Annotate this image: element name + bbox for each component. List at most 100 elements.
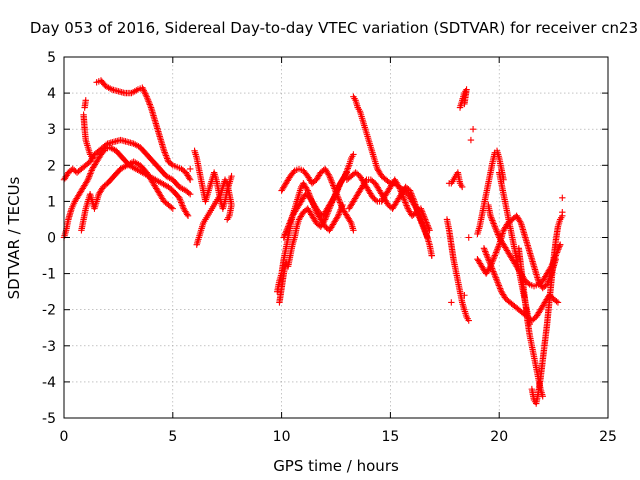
data-point xyxy=(492,249,500,256)
data-point xyxy=(553,298,560,305)
data-point xyxy=(539,393,546,400)
x-tick-label: 10 xyxy=(273,429,291,445)
data-point xyxy=(417,218,425,226)
data-point xyxy=(288,215,295,223)
data-point xyxy=(490,220,497,227)
data-point xyxy=(303,185,311,193)
y-tick-label: 1 xyxy=(47,194,56,210)
data-point xyxy=(424,234,431,241)
data-point xyxy=(410,196,417,204)
data-point xyxy=(493,247,500,255)
data-point xyxy=(492,250,499,258)
data-point xyxy=(495,232,502,240)
data-point xyxy=(495,280,502,288)
data-point xyxy=(146,101,153,108)
data-point xyxy=(418,206,425,214)
data-point xyxy=(336,199,344,206)
data-point xyxy=(281,232,288,240)
data-point xyxy=(419,221,426,229)
data-point xyxy=(417,205,425,212)
data-point xyxy=(491,221,498,229)
data-point xyxy=(163,153,170,161)
data-point xyxy=(492,226,500,233)
data-point xyxy=(415,212,422,220)
data-point xyxy=(489,217,496,224)
data-point xyxy=(176,194,183,201)
data-point xyxy=(516,218,524,225)
data-point xyxy=(325,171,332,178)
data-point xyxy=(89,154,96,162)
data-point xyxy=(400,196,408,203)
data-point xyxy=(395,182,402,189)
data-point xyxy=(408,190,415,197)
x-tick-label: 25 xyxy=(599,429,617,445)
data-point xyxy=(342,169,350,177)
data-point xyxy=(334,214,341,221)
data-point xyxy=(422,231,430,238)
data-point xyxy=(395,183,403,191)
data-point xyxy=(140,87,147,94)
data-point xyxy=(160,147,168,155)
data-point xyxy=(83,177,91,185)
data-point xyxy=(492,225,499,232)
data-point xyxy=(142,90,149,97)
data-point xyxy=(330,182,337,189)
axis-ticks: 0 5 10 15 20 25 -5 -4 -3 -2 -1 0 1 2 3 4 5 xyxy=(42,50,617,445)
data-point xyxy=(497,286,504,294)
data-point xyxy=(495,243,502,250)
data-point xyxy=(283,228,290,235)
data-point xyxy=(488,215,495,223)
grid xyxy=(64,57,608,418)
data-point xyxy=(187,165,194,173)
data-point xyxy=(186,175,193,182)
data-point xyxy=(494,231,502,238)
data-point xyxy=(554,299,562,306)
data-point xyxy=(403,203,411,211)
data-point xyxy=(329,180,336,188)
data-point xyxy=(147,102,154,110)
data-point xyxy=(141,88,148,96)
data-point xyxy=(86,171,94,179)
data-points xyxy=(60,77,566,407)
data-point xyxy=(494,246,501,253)
data-point xyxy=(483,252,491,260)
data-point xyxy=(350,227,357,234)
data-point xyxy=(327,176,334,183)
data-point xyxy=(332,190,340,198)
data-point xyxy=(335,184,342,192)
x-tick-label: 0 xyxy=(60,429,69,445)
data-point xyxy=(342,171,349,178)
data-point xyxy=(335,183,343,190)
data-point xyxy=(420,211,427,219)
data-point xyxy=(304,187,311,194)
data-point xyxy=(343,168,350,175)
data-point xyxy=(286,220,293,227)
data-point xyxy=(418,208,426,215)
data-point xyxy=(282,229,289,237)
data-point xyxy=(177,199,185,206)
data-point xyxy=(139,85,147,93)
data-point xyxy=(168,204,175,211)
data-point xyxy=(403,202,410,209)
y-tick-label: -5 xyxy=(42,411,56,427)
data-point xyxy=(176,196,184,203)
data-point xyxy=(290,168,297,176)
data-point xyxy=(143,93,150,100)
data-point xyxy=(338,203,346,211)
data-point xyxy=(88,167,95,174)
data-point xyxy=(559,194,566,201)
data-point xyxy=(336,209,343,216)
data-point xyxy=(485,255,492,263)
data-point xyxy=(402,200,410,208)
y-tick-label: -3 xyxy=(42,339,56,355)
data-point xyxy=(344,165,352,172)
data-point xyxy=(179,203,187,211)
y-tick-label: -2 xyxy=(42,303,56,319)
data-point xyxy=(168,160,175,168)
y-tick-label: 3 xyxy=(47,122,56,138)
chart-title: Day 053 of 2016, Sidereal Day-to-day VTE… xyxy=(30,19,638,37)
data-point xyxy=(422,229,429,237)
data-point xyxy=(162,152,170,159)
data-point xyxy=(493,277,501,285)
data-point xyxy=(343,166,351,174)
